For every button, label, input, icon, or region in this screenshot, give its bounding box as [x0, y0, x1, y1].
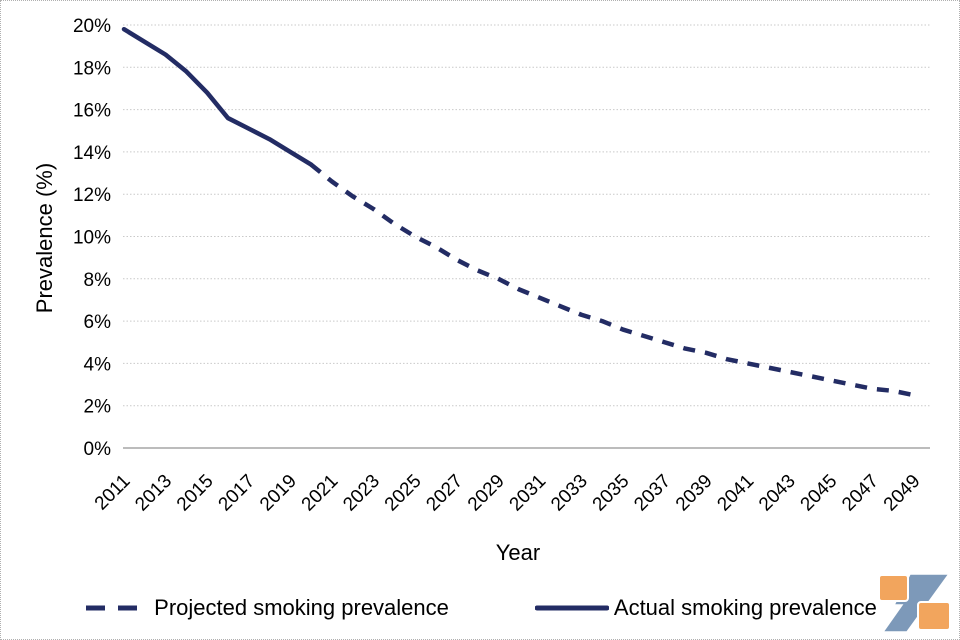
chart-legend: Projected smoking prevalence Actual smok… [1, 590, 959, 626]
legend-label-actual: Actual smoking prevalence [613, 595, 877, 620]
y-tick-label: 16% [73, 101, 111, 122]
x-tick-label: 2017 [215, 471, 260, 516]
x-tick-label: 2027 [422, 471, 467, 516]
x-axis-title: Year [495, 540, 541, 565]
x-tick-label: 2021 [298, 471, 343, 516]
y-tick-label: 14% [73, 143, 111, 164]
y-tick-label: 6% [84, 312, 112, 333]
x-tick-label: 2047 [838, 471, 883, 516]
dashed-line-sample-icon [86, 605, 147, 611]
x-tick-label: 2013 [131, 471, 176, 516]
x-tick-label: 2019 [256, 471, 301, 516]
legend-item-projected: Projected smoking prevalence [83, 595, 449, 621]
prevalence-line-chart: 0% 2% 4% 6% 8% 10% 12% 14% 16% 18% 20% 201120132015… [73, 16, 930, 516]
y-tick-label: 2% [84, 397, 112, 418]
brand-logo-icon [878, 573, 951, 633]
y-tick-label: 8% [84, 270, 112, 291]
y-tick-label: 10% [73, 228, 111, 249]
x-tick-label: 2043 [755, 471, 800, 516]
x-tick-label: 2011 [91, 471, 135, 515]
y-tick-label: 20% [73, 16, 111, 37]
x-tick-label: 2035 [589, 471, 634, 516]
y-tick-label: 18% [73, 58, 111, 79]
projected-prevalence-line [309, 162, 915, 398]
legend-label-projected: Projected smoking prevalence [154, 595, 449, 620]
x-tick-label: 2037 [630, 471, 675, 516]
x-tick-label: 2045 [797, 471, 842, 516]
x-tick-label: 2033 [547, 471, 592, 516]
legend-item-actual: Actual smoking prevalence [534, 595, 877, 621]
x-tick-label: 2049 [880, 471, 925, 516]
y-tick-label: 12% [73, 185, 111, 206]
x-tick-label: 2031 [506, 471, 551, 516]
x-tick-label: 2025 [381, 471, 426, 516]
x-tick-label: 2023 [339, 471, 384, 516]
x-tick-label: 2039 [672, 471, 717, 516]
x-tick-label: 2029 [464, 471, 509, 516]
y-tick-label: 0% [84, 439, 112, 460]
actual-prevalence-line [121, 26, 314, 167]
solid-line-sample-icon [534, 605, 609, 611]
x-tick-label: 2041 [713, 471, 758, 516]
y-tick-label: 4% [84, 354, 112, 375]
y-axis-title: Prevalence (%) [32, 162, 57, 314]
x-tick-label: 2015 [173, 471, 218, 516]
